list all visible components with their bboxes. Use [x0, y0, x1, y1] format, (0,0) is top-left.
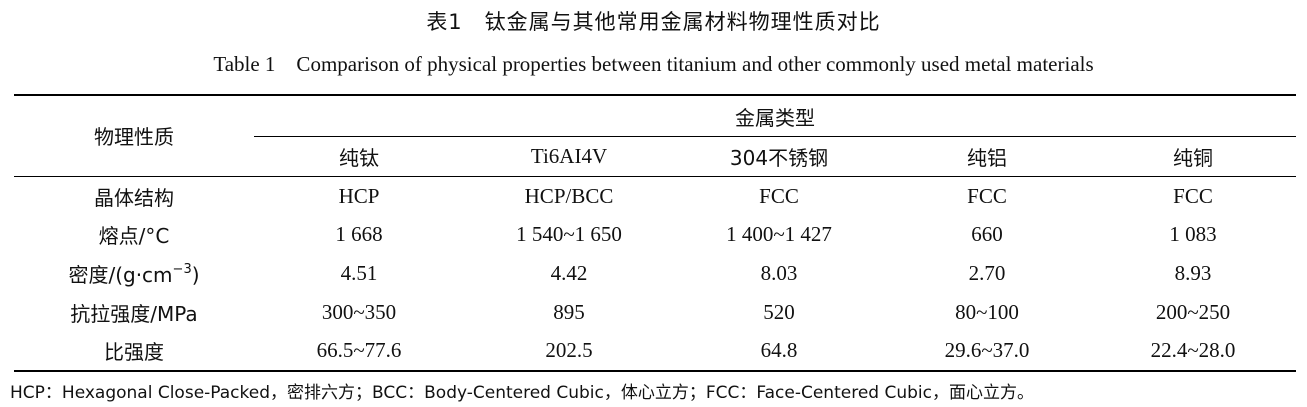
- table-cell: 80~100: [955, 299, 1019, 324]
- table-title-chinese: 表1 钛金属与其他常用金属材料物理性质对比: [426, 10, 881, 34]
- table-cell: 200~250: [1155, 299, 1231, 324]
- table-cell: 1 400~1 427: [726, 222, 832, 247]
- table-cell: 64.8: [760, 338, 798, 363]
- row-label-superscript: −3: [172, 261, 192, 277]
- table-cell: 4.51: [340, 260, 378, 285]
- table-cell: 22.4~28.0: [1150, 338, 1236, 363]
- row-label-main: 密度/(g·cm: [68, 262, 173, 287]
- column-header: 纯钛: [254, 136, 464, 177]
- table-row: 熔点/°C 1 668 1 540~1 650 1 400~1 427 660 …: [14, 215, 1296, 254]
- row-label: 抗拉强度/MPa: [70, 301, 198, 326]
- table-cell: 1 540~1 650: [516, 222, 622, 247]
- row-label: 密度/(g·cm−3): [14, 254, 254, 293]
- row-header-cell: 物理性质: [14, 95, 254, 177]
- table-row: 密度/(g·cm−3) 4.51 4.42 8.03 2.70 8.93: [14, 254, 1296, 293]
- table-row: 抗拉强度/MPa 300~350 895 520 80~100 200~250: [14, 293, 1296, 332]
- table-cell: 660: [971, 222, 1003, 247]
- column-header: 纯铝: [884, 136, 1090, 177]
- table-title-english: Table 1 Comparison of physical propertie…: [213, 52, 1094, 76]
- table-cell: 1 668: [335, 222, 383, 247]
- table-cell: 29.6~37.0: [944, 338, 1030, 363]
- table-row: 晶体结构 HCP HCP/BCC FCC FCC FCC: [14, 176, 1296, 215]
- table-cell: FCC: [1173, 183, 1213, 208]
- table-cell: 2.70: [968, 260, 1006, 285]
- table-cell: 202.5: [545, 338, 593, 363]
- table-cell: 4.42: [550, 260, 588, 285]
- row-label-end: ): [191, 262, 200, 287]
- table-footnote: HCP：Hexagonal Close-Packed，密排六方；BCC：Body…: [10, 383, 1034, 403]
- table-cell: FCC: [759, 183, 799, 208]
- column-header: 纯铜: [1090, 136, 1296, 177]
- table-cell: 300~350: [321, 299, 397, 324]
- column-header: Ti6AI4V: [464, 136, 674, 177]
- table-cell: FCC: [967, 183, 1007, 208]
- group-header-cell: 金属类型: [254, 95, 1296, 137]
- row-label: 熔点/°C: [98, 224, 170, 249]
- table-row: 比强度 66.5~77.6 202.5 64.8 29.6~37.0 22.4~…: [14, 331, 1296, 371]
- table-cell: HCP: [338, 183, 380, 208]
- row-label: 晶体结构: [94, 185, 174, 210]
- table-cell: 1 083: [1169, 222, 1217, 247]
- table-cell: 8.93: [1174, 260, 1212, 285]
- table-cell: HCP/BCC: [524, 183, 614, 208]
- table-cell: 66.5~77.6: [316, 338, 402, 363]
- row-label: 比强度: [104, 340, 164, 365]
- table-cell: 8.03: [760, 260, 798, 285]
- table-cell: 895: [553, 299, 585, 324]
- properties-table: 物理性质 金属类型 纯钛 Ti6AI4V 304不锈钢 纯铝 纯铜 晶体结构 H…: [14, 94, 1296, 373]
- table-cell: 520: [763, 299, 795, 324]
- column-header: 304不锈钢: [674, 136, 884, 177]
